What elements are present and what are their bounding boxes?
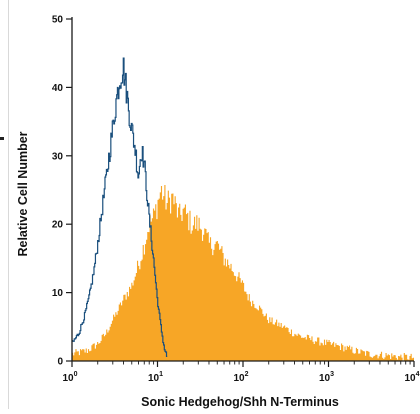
edge-mark [0,137,4,140]
y-axis-title: Relative Cell Number [16,131,30,256]
x-tick-label: 101 [148,371,163,384]
x-tick-label-base: 10 [148,373,160,384]
outline-histogram-layer [72,57,168,357]
x-tick-label-base: 10 [319,373,331,384]
y-tick-label: 10 [52,288,64,299]
y-tick-label: 30 [52,151,64,162]
filled-histogram-layer [72,185,414,361]
x-tick-label-exponent: 1 [159,371,163,378]
y-tick-label: 40 [52,83,64,94]
y-tick-label: 0 [57,357,63,368]
x-axis-title: Sonic Hedgehog/Shh N-Terminus [141,395,339,409]
x-tick-label-base: 10 [404,373,416,384]
y-tick-label: 20 [52,220,64,231]
y-tick-label: 50 [52,15,64,26]
left-border-line [8,0,9,409]
x-tick-label: 103 [319,371,334,384]
x-tick-label: 102 [233,371,248,384]
control-histogram-outline [72,57,168,357]
x-tick-label-base: 10 [233,373,245,384]
x-tick-label-exponent: 0 [74,371,78,378]
x-tick-label-base: 10 [62,373,74,384]
x-tick-label-exponent: 2 [245,371,249,378]
x-tick-label-exponent: 3 [330,371,334,378]
x-tick-label: 104 [404,371,419,384]
sample-histogram-fill [72,185,414,361]
x-tick-label: 100 [62,371,77,384]
x-tick-label-exponent: 4 [416,371,420,378]
